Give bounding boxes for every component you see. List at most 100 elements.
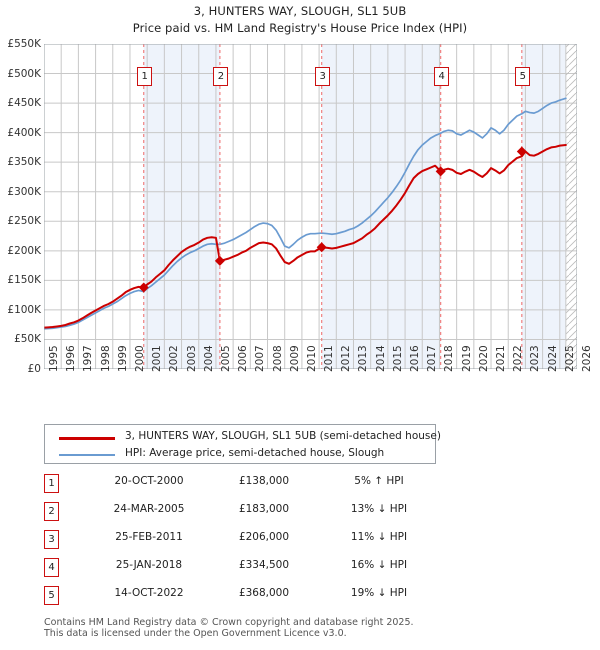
x-tick-label-2017: 2017	[426, 345, 439, 372]
title-line-2: Price paid vs. HM Land Registry's House …	[132, 21, 468, 35]
price-paid-series-line	[44, 144, 567, 329]
y-tick-label-3: £150K	[7, 274, 41, 287]
y-tick-label-2: £100K	[7, 303, 41, 316]
row-price: £206,000	[238, 531, 290, 543]
chart-marker-badge-3[interactable]: 3	[315, 67, 331, 86]
x-tick-label-2000: 2000	[133, 345, 146, 372]
x-tick-label-2015: 2015	[391, 345, 404, 372]
footer-attribution: Contains HM Land Registry data © Crown c…	[44, 617, 584, 639]
x-tick-label-2014: 2014	[374, 345, 387, 372]
y-tick-label-1: £50K	[14, 333, 41, 346]
y-tick-label-0: £0	[27, 363, 41, 375]
x-tick-label-2026: 2026	[581, 345, 593, 372]
row-marker-badge: 5	[44, 586, 59, 605]
x-tick-label-2022: 2022	[512, 345, 525, 372]
x-tick-label-2004: 2004	[202, 345, 215, 372]
x-tick-label-2016: 2016	[409, 345, 422, 372]
row-marker-badge: 4	[44, 558, 59, 577]
legend-item-1: 3, HUNTERS WAY, SLOUGH, SL1 5UB (semi-de…	[45, 429, 441, 446]
footer-line-1: Contains HM Land Registry data © Crown c…	[44, 617, 414, 628]
hpi-series-line	[44, 97, 567, 330]
y-tick-label-7: £350K	[7, 156, 41, 169]
marker-diamond-5[interactable]	[516, 146, 527, 157]
y-tick-label-9: £450K	[7, 97, 41, 110]
shaded-band-3	[521, 44, 566, 369]
row-date: 25-JAN-2018	[115, 559, 183, 571]
chart-marker-badge-1[interactable]: 1	[137, 67, 153, 86]
x-tick-label-2019: 2019	[460, 345, 473, 372]
row-marker-badge: 2	[44, 502, 59, 521]
x-tick-label-2021: 2021	[495, 345, 508, 372]
x-tick-label-2020: 2020	[477, 345, 490, 372]
chart-marker-badge-5[interactable]: 5	[515, 67, 531, 86]
x-tick-label-2009: 2009	[288, 345, 301, 372]
x-tick-label-2008: 2008	[271, 345, 284, 372]
plot-background	[44, 44, 577, 369]
row-date: 24-MAR-2005	[113, 503, 185, 515]
table-row[interactable]: 5 14-OCT-2022 £368,000 19% ↓ HPI	[44, 584, 464, 612]
row-price: £334,500	[238, 559, 290, 571]
x-tick-label-1998: 1998	[99, 345, 112, 372]
y-tick-label-4: £200K	[7, 244, 41, 257]
table-row[interactable]: 1 20-OCT-2000 £138,000 5% ↑ HPI	[44, 472, 464, 500]
marker-diamond-3[interactable]	[316, 242, 327, 253]
page-title: 3, HUNTERS WAY, SLOUGH, SL1 5UB Price pa…	[0, 3, 600, 37]
chart-marker-badge-4[interactable]: 4	[434, 67, 450, 86]
row-hpi-delta: 11% ↓ HPI	[350, 531, 408, 543]
x-tick-label-2012: 2012	[340, 345, 353, 372]
x-tick-label-2025: 2025	[563, 345, 576, 372]
table-row[interactable]: 3 25-FEB-2011 £206,000 11% ↓ HPI	[44, 528, 464, 556]
row-price: £368,000	[238, 587, 290, 599]
x-tick-label-2011: 2011	[323, 345, 336, 372]
table-row[interactable]: 4 25-JAN-2018 £334,500 16% ↓ HPI	[44, 556, 464, 584]
row-marker-badge: 3	[44, 530, 59, 549]
row-date: 20-OCT-2000	[114, 475, 184, 487]
chart-legend: 3, HUNTERS WAY, SLOUGH, SL1 5UB (semi-de…	[44, 424, 441, 464]
x-tick-label-2003: 2003	[185, 345, 198, 372]
x-axis-labels: 1995 1996 1997 1998 1999 2000 2001 2002 2003 2004…	[44, 345, 600, 414]
table-row[interactable]: 2 24-MAR-2005 £183,000 13% ↓ HPI	[44, 500, 464, 528]
legend-color-swatch	[59, 437, 115, 440]
y-tick-label-10: £500K	[7, 67, 41, 80]
row-hpi-delta: 5% ↑ HPI	[354, 475, 404, 487]
x-tick-label-1995: 1995	[48, 345, 60, 372]
legend-label: HPI: Average price, semi-detached house,…	[125, 447, 385, 459]
footer-line-2: This data is licensed under the Open Gov…	[44, 628, 347, 639]
row-hpi-delta: 19% ↓ HPI	[350, 587, 408, 599]
legend-color-swatch	[59, 454, 115, 456]
legend-item-2: HPI: Average price, semi-detached house,…	[45, 446, 435, 463]
shaded-band-2	[321, 44, 441, 369]
x-tick-label-2007: 2007	[254, 345, 267, 372]
legend-label: 3, HUNTERS WAY, SLOUGH, SL1 5UB (semi-de…	[125, 430, 441, 442]
y-axis-labels: £0 £50K £100K £150K £200K £250K £300K £350K £400…	[0, 39, 41, 375]
x-tick-label-1996: 1996	[65, 345, 78, 372]
title-line-1: 3, HUNTERS WAY, SLOUGH, SL1 5UB	[193, 4, 407, 18]
x-tick-label-2013: 2013	[357, 345, 370, 372]
marker-diamond-2[interactable]	[214, 255, 225, 266]
price-hpi-line-chart	[44, 44, 577, 369]
y-tick-label-5: £250K	[7, 215, 41, 228]
x-tick-label-2001: 2001	[151, 345, 164, 372]
row-price: £183,000	[238, 503, 290, 515]
x-tick-label-2023: 2023	[529, 345, 542, 372]
chart-plot-area[interactable]	[44, 44, 577, 369]
marker-diamond-1[interactable]	[138, 282, 149, 293]
row-marker-badge: 1	[44, 474, 59, 493]
row-hpi-delta: 13% ↓ HPI	[350, 503, 408, 515]
row-price: £138,000	[238, 475, 290, 487]
forecast-hatch-region	[565, 44, 577, 369]
x-tick-label-2010: 2010	[305, 345, 318, 372]
x-tick-label-2006: 2006	[237, 345, 250, 372]
x-tick-label-2005: 2005	[219, 345, 232, 372]
chart-marker-badge-2[interactable]: 2	[213, 67, 229, 86]
x-tick-label-1997: 1997	[82, 345, 95, 372]
y-tick-label-11: £550K	[7, 38, 41, 50]
marker-diamond-4[interactable]	[435, 166, 446, 177]
row-hpi-delta: 16% ↓ HPI	[350, 559, 408, 571]
transactions-table: 1 20-OCT-2000 £138,000 5% ↑ HPI 2 24-MAR-2005…	[44, 472, 464, 612]
row-date: 25-FEB-2011	[115, 531, 183, 543]
row-date: 14-OCT-2022	[114, 587, 184, 599]
x-tick-label-2024: 2024	[546, 345, 559, 372]
x-tick-label-2002: 2002	[168, 345, 181, 372]
